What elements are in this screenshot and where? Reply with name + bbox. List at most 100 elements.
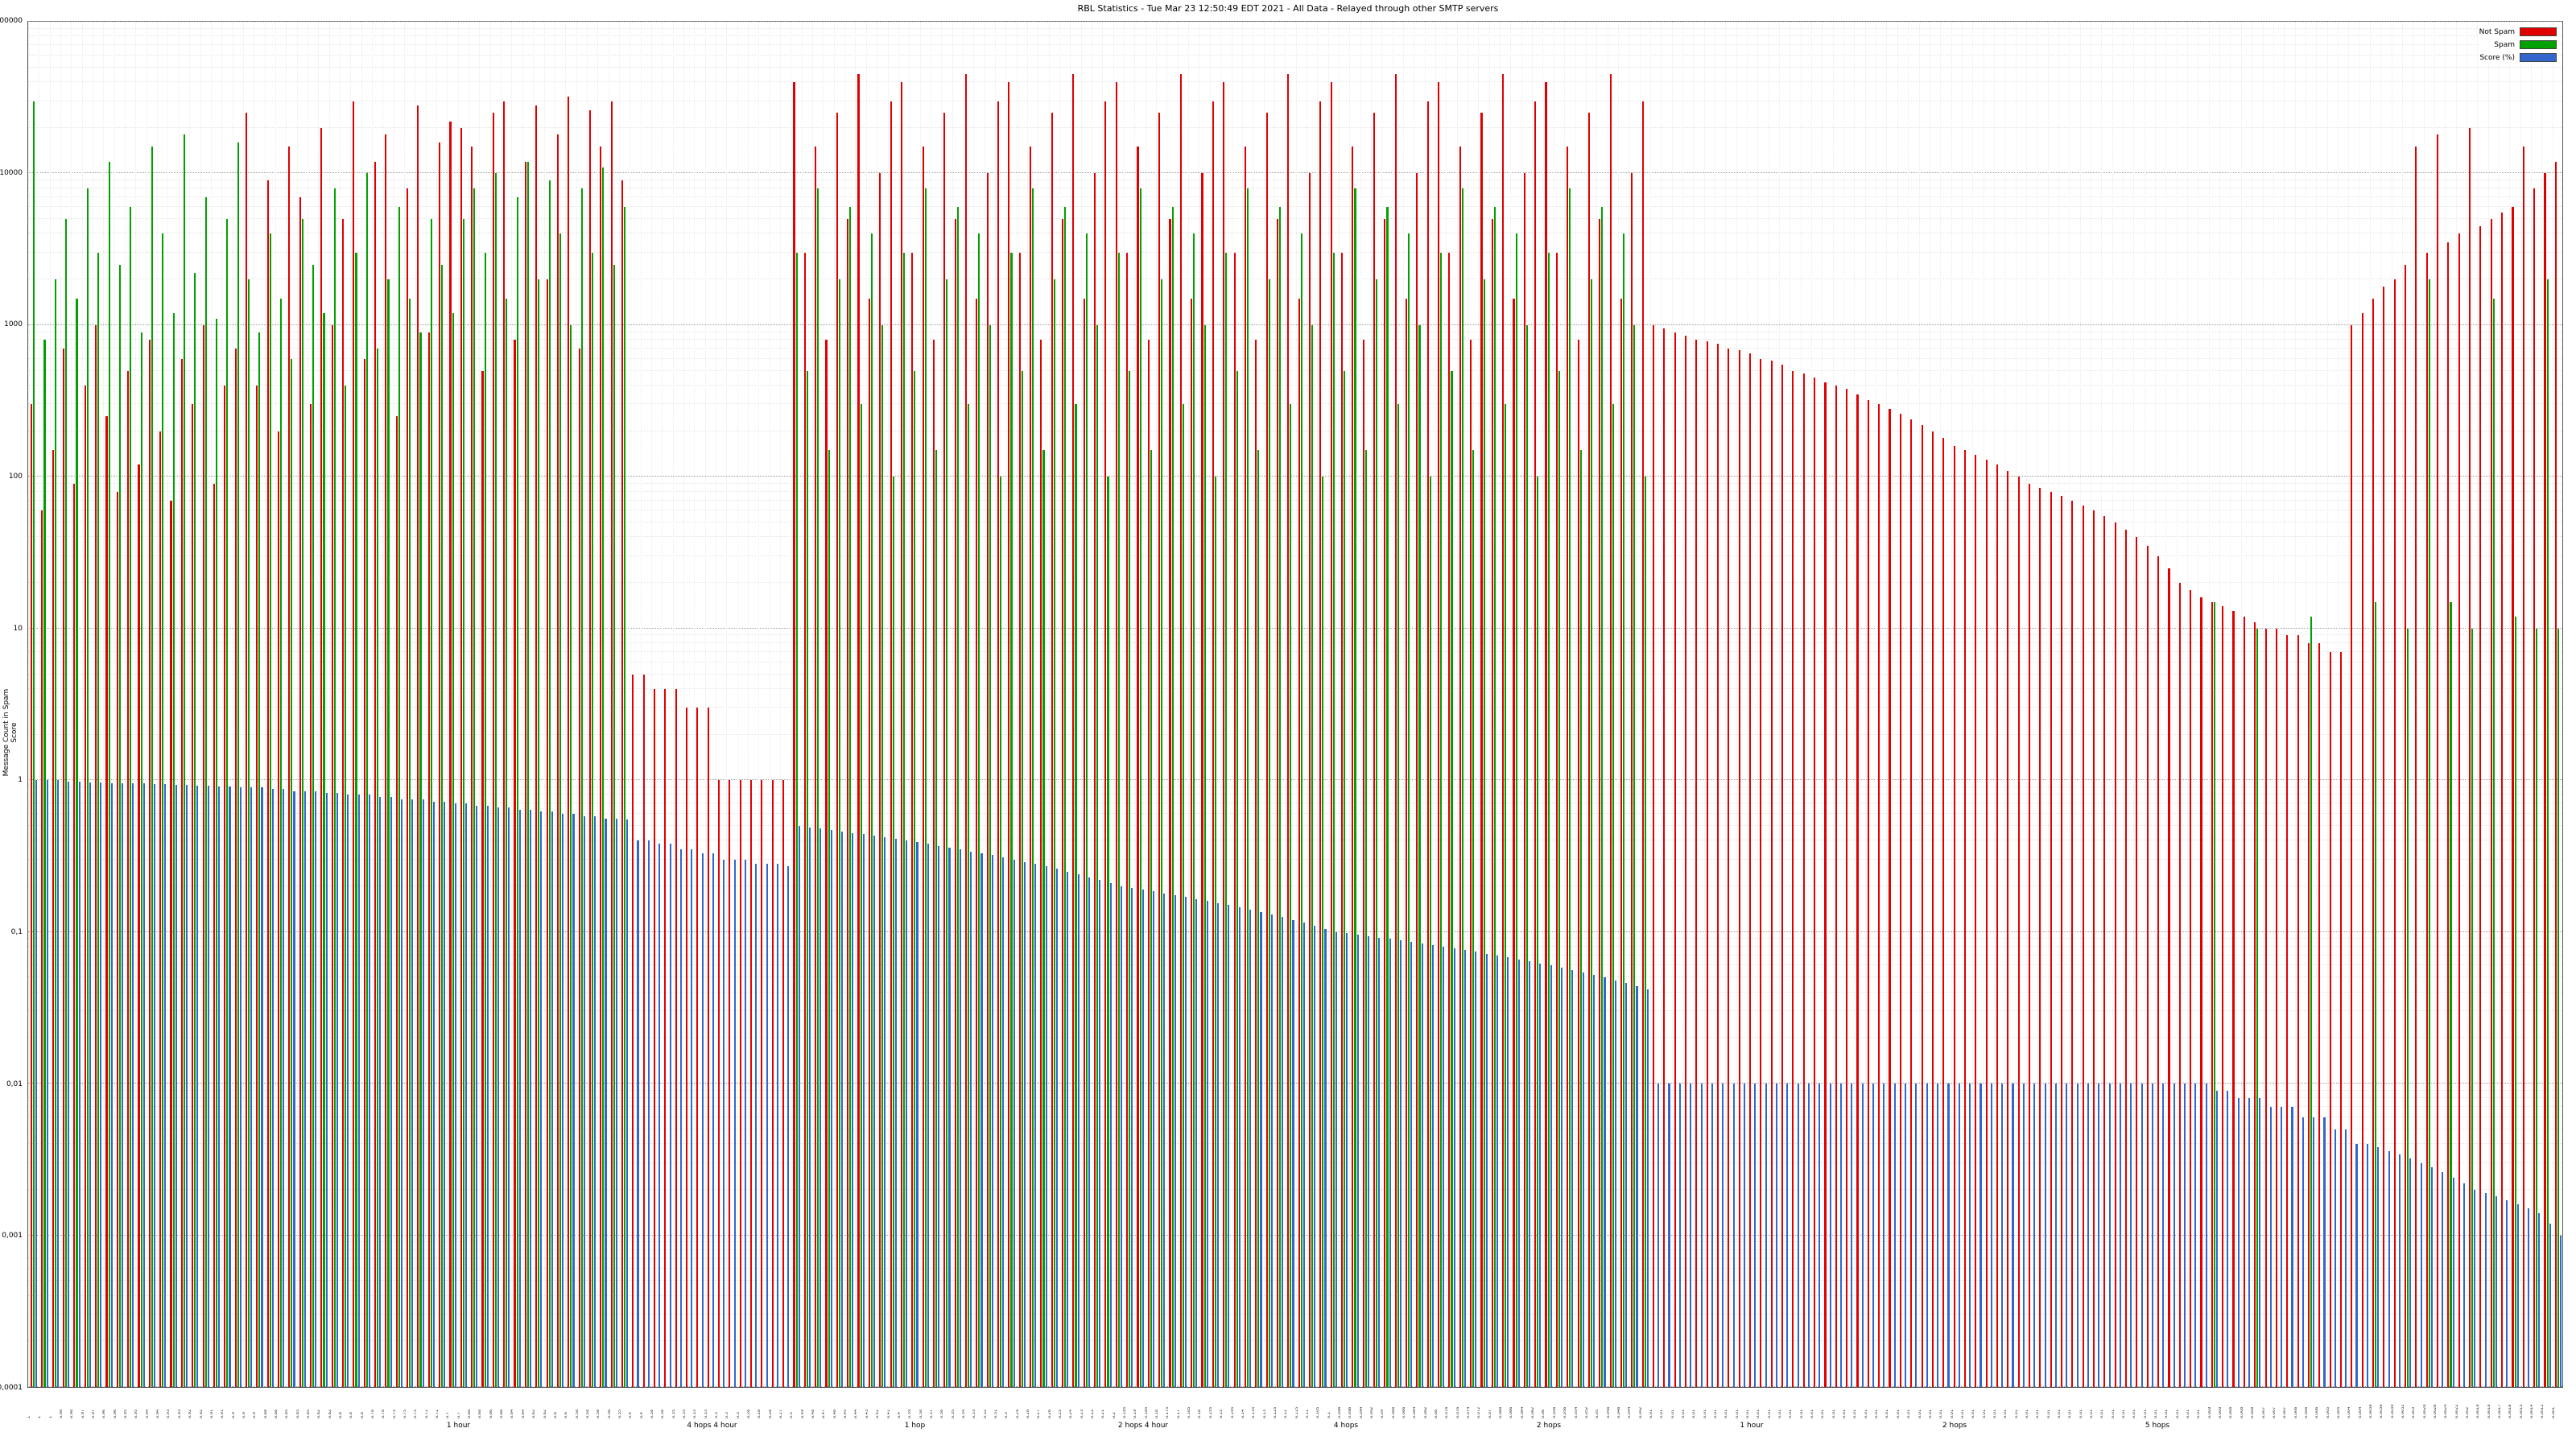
- x-sparse-label: 5 hops: [2145, 1422, 2170, 1430]
- x-sparse-label: 4 hops: [1333, 1422, 1359, 1430]
- bar-score: [1829, 1084, 1831, 1387]
- bar-score: [1668, 1084, 1670, 1387]
- bar-not-spam: [1244, 147, 1246, 1387]
- x-micro-label: 0.01: [1907, 1409, 1912, 1418]
- x-micro-label: 0.75: [414, 1409, 419, 1418]
- bar-group: [1338, 22, 1349, 1387]
- legend-item-spam: Spam: [2494, 40, 2557, 49]
- x-micro-label: 0.052: [1584, 1406, 1589, 1418]
- bar-score: [207, 786, 209, 1387]
- bar-not-spam: [546, 279, 548, 1387]
- bar-score: [1593, 975, 1596, 1387]
- bar-group: [780, 22, 791, 1387]
- bar-not-spam: [1587, 113, 1590, 1387]
- bar-not-spam: [2318, 643, 2321, 1387]
- bar-spam: [1408, 233, 1410, 1387]
- bar-score: [1905, 1084, 1907, 1387]
- x-micro-label: 0.66: [500, 1409, 505, 1418]
- bar-group: [1897, 22, 1908, 1387]
- x-micro-label: 0.01: [1960, 1409, 1965, 1418]
- x-micro-label: 0.05: [1596, 1409, 1600, 1418]
- bar-spam: [1505, 404, 1507, 1387]
- x-micro-label: 0.34: [961, 1409, 966, 1418]
- bar-not-spam: [803, 252, 806, 1387]
- x-micro-label: 0.94: [145, 1409, 150, 1418]
- bar-group: [2423, 22, 2434, 1387]
- bar-score: [293, 791, 295, 1387]
- bar-spam: [172, 312, 175, 1387]
- bar-spam: [76, 298, 78, 1387]
- bar-score: [1389, 939, 1391, 1387]
- bar-score: [1045, 866, 1047, 1387]
- x-sparse-label: 4 hops 4 hour: [687, 1422, 737, 1430]
- bar-not-spam: [2178, 583, 2181, 1387]
- x-micro-label: 0.46: [832, 1409, 837, 1418]
- bar-score: [271, 788, 274, 1387]
- bar-group: [2380, 22, 2391, 1387]
- legend-label: Spam: [2494, 40, 2515, 49]
- x-micro-label: 0.0024: [2444, 1404, 2449, 1419]
- bar-spam: [1558, 370, 1561, 1387]
- plot-area: [27, 21, 2563, 1388]
- bar-score: [2398, 1154, 2401, 1387]
- bar-spam: [1461, 188, 1463, 1387]
- bar-spam: [1075, 404, 1077, 1387]
- bar-not-spam: [95, 324, 97, 1387]
- bar-not-spam: [52, 450, 54, 1387]
- bar-group: [640, 22, 651, 1387]
- x-micro-label: 0.62: [543, 1409, 547, 1418]
- bar-not-spam: [1985, 459, 1988, 1387]
- bar-spam: [1547, 252, 1550, 1387]
- x-micro-label: 0.008: [2229, 1406, 2234, 1418]
- bar-score: [218, 786, 221, 1387]
- bar-spam: [1107, 477, 1109, 1387]
- x-micro-label: 0.32: [983, 1409, 988, 1418]
- bar-score: [1893, 1084, 1896, 1387]
- bar-not-spam: [2125, 529, 2128, 1387]
- bar-spam: [838, 279, 840, 1387]
- bar-not-spam: [1738, 350, 1740, 1387]
- bar-spam: [43, 340, 46, 1387]
- x-micro-label: 0.0014: [2530, 1404, 2535, 1419]
- bar-not-spam: [1416, 173, 1418, 1387]
- bar-score: [2420, 1162, 2422, 1387]
- bar-spam: [870, 233, 873, 1387]
- bar-score: [1217, 902, 1220, 1387]
- bar-not-spam: [739, 780, 741, 1387]
- x-micro-label: 0.37: [929, 1409, 934, 1418]
- bar-group: [1231, 22, 1242, 1387]
- bar-not-spam: [331, 324, 333, 1387]
- x-micro-label: 0.01: [2090, 1409, 2094, 1418]
- bar-not-spam: [192, 404, 194, 1387]
- bar-group: [962, 22, 973, 1387]
- x-micro-label: 0.36: [940, 1409, 945, 1418]
- x-micro-label: 0.68: [478, 1409, 483, 1418]
- bar-not-spam: [1942, 438, 1945, 1387]
- bar-group: [189, 22, 200, 1387]
- y-tick-label: 0,1: [10, 928, 23, 937]
- bar-spam: [1214, 477, 1217, 1387]
- bar-group: [1070, 22, 1080, 1387]
- x-micro-label: 0.78: [371, 1409, 375, 1418]
- bar-score: [2151, 1084, 2154, 1387]
- x-micro-label: 0.005: [2336, 1406, 2341, 1418]
- bar-spam: [1569, 188, 1571, 1387]
- bar-group: [1918, 22, 1930, 1387]
- chart-title: RBL Statistics - Tue Mar 23 12:50:49 EDT…: [1077, 3, 1499, 14]
- x-micro-label: 0.3: [725, 1412, 730, 1418]
- x-micro-label: 0.058: [1552, 1406, 1557, 1418]
- bar-spam: [956, 207, 959, 1387]
- bar-not-spam: [1996, 464, 1999, 1387]
- bar-not-spam: [600, 147, 602, 1387]
- bar-spam: [1386, 207, 1389, 1387]
- x-micro-label: 0.38: [661, 1409, 666, 1418]
- bar-not-spam: [868, 298, 870, 1387]
- bar-group: [2273, 22, 2284, 1387]
- bar-score: [2205, 1084, 2207, 1387]
- bar-group: [1145, 22, 1156, 1387]
- bar-score: [1260, 912, 1262, 1387]
- x-micro-label: 0.044: [1628, 1406, 1633, 1418]
- bar-not-spam: [2071, 500, 2074, 1387]
- bar-group: [704, 22, 716, 1387]
- bar-not-spam: [793, 82, 795, 1387]
